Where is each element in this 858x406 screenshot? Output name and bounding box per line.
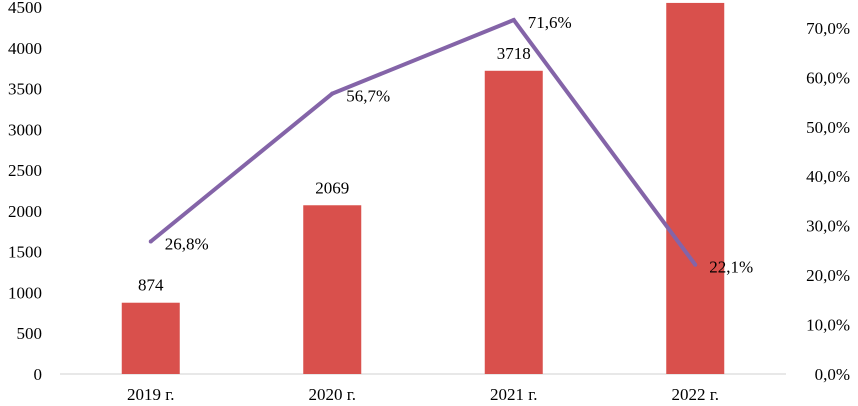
bar xyxy=(484,70,543,375)
bar-data-label: 874 xyxy=(138,276,164,295)
left-axis-tick-label: 3000 xyxy=(8,120,42,139)
bar-data-label: 2069 xyxy=(315,178,349,197)
left-axis: 0 500 1000 1500 2000 2500 3000 3500 4000 4500 xyxy=(8,0,42,384)
bar xyxy=(666,2,725,375)
line-path xyxy=(149,17,697,266)
left-axis-tick-label: 1000 xyxy=(8,283,42,302)
right-axis-tick-label: 70,0% xyxy=(806,19,850,38)
right-axis-tick-label: 60,0% xyxy=(806,68,850,87)
right-axis-tick-label: 0,0% xyxy=(815,365,850,384)
line-point xyxy=(693,262,698,267)
line-data-label: 56,7% xyxy=(346,87,390,106)
x-axis-tick-label: 2022 г. xyxy=(671,385,719,404)
bar-series: 874 2069 3718 xyxy=(121,2,725,375)
right-axis-tick-label: 10,0% xyxy=(806,316,850,335)
bar-data-label: 3718 xyxy=(497,44,531,63)
left-axis-tick-label: 4500 xyxy=(8,0,42,17)
left-axis-tick-label: 0 xyxy=(34,365,43,384)
right-axis: 0,0% 10,0% 20,0% 30,0% 40,0% 50,0% 60,0% 70,0% xyxy=(806,19,850,384)
line-data-label: 22,1% xyxy=(709,258,753,277)
x-axis-tick-label: 2021 г. xyxy=(490,385,538,404)
right-axis-tick-label: 50,0% xyxy=(806,118,850,137)
left-axis-tick-label: 2500 xyxy=(8,161,42,180)
left-axis-tick-label: 3500 xyxy=(8,80,42,99)
left-axis-tick-label: 4000 xyxy=(8,39,42,58)
line-point xyxy=(148,239,153,244)
x-axis: 2019 г. 2020 г. 2021 г. 2022 г. xyxy=(127,385,719,404)
x-axis-tick-label: 2019 г. xyxy=(127,385,175,404)
right-axis-tick-label: 20,0% xyxy=(806,266,850,285)
left-axis-tick-label: 500 xyxy=(17,324,43,343)
left-axis-tick-label: 1500 xyxy=(8,243,42,262)
right-axis-tick-label: 40,0% xyxy=(806,167,850,186)
line-data-label: 26,8% xyxy=(165,234,209,253)
line-data-label: 71,6% xyxy=(528,13,572,32)
right-axis-tick-label: 30,0% xyxy=(806,217,850,236)
bar xyxy=(303,205,362,374)
x-axis-tick-label: 2020 г. xyxy=(308,385,356,404)
bar xyxy=(121,302,180,374)
left-axis-tick-label: 2000 xyxy=(8,202,42,221)
line-series: 26,8% 56,7% 71,6% 22,1% xyxy=(148,13,753,277)
line-point xyxy=(511,17,516,22)
line-point xyxy=(330,91,335,96)
